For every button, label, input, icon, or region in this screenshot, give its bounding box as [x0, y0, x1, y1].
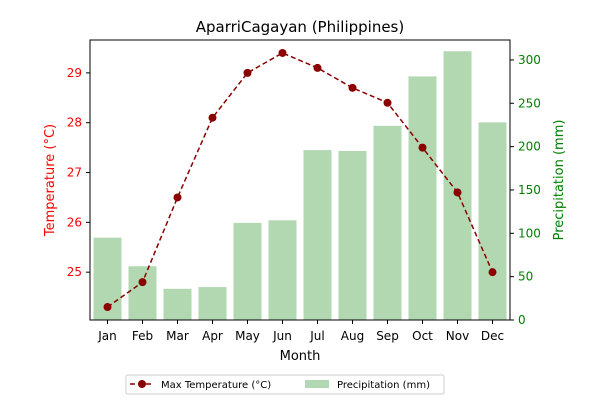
temp-point-mar	[173, 193, 182, 202]
right-tick-label: 200	[518, 140, 541, 154]
bar-oct	[408, 76, 437, 320]
left-axis-ticks: 25 26 27 28 29	[67, 66, 90, 279]
right-tick-label: 100	[518, 226, 541, 240]
left-tick-label: 25	[67, 265, 82, 279]
temperature-line	[107, 52, 494, 308]
temp-point-oct	[418, 143, 427, 152]
bar-feb	[128, 266, 157, 320]
right-tick-label: 0	[518, 313, 526, 327]
x-tick-label: Mar	[166, 329, 189, 343]
x-axis-label: Month	[280, 349, 321, 364]
x-tick-label: Sep	[376, 329, 399, 343]
bar-dec	[478, 122, 507, 320]
temp-point-may	[243, 68, 252, 77]
legend-frame	[125, 374, 445, 395]
bar-sep	[373, 125, 402, 320]
bar-jun	[268, 220, 297, 320]
legend-label-temperature: Max Temperature (°C)	[161, 380, 271, 391]
bar-aug	[338, 150, 367, 320]
x-tick-label: Oct	[412, 329, 433, 343]
bar-mar	[163, 288, 192, 320]
plot-frame	[89, 39, 511, 321]
x-tick-label: Feb	[132, 329, 153, 343]
temperature-line-group	[103, 48, 497, 312]
bar-jul	[303, 150, 332, 320]
left-tick-label: 27	[67, 166, 82, 180]
x-tick-label: Apr	[202, 329, 223, 343]
legend: Max Temperature (°C) Precipitation (mm)	[125, 374, 445, 395]
left-tick-label: 28	[67, 116, 82, 130]
right-axis-label: Precipitation (mm)	[552, 120, 567, 241]
temp-point-jul	[313, 63, 322, 72]
temp-point-aug	[348, 83, 357, 92]
x-tick-label: Nov	[446, 329, 469, 343]
temp-point-apr	[208, 113, 217, 122]
right-axis-ticks: 0 50 100 150 200 250 300	[510, 53, 541, 327]
legend-bar-swatch	[305, 380, 329, 388]
x-tick-label: May	[235, 329, 260, 343]
x-tick-label: Aug	[341, 329, 364, 343]
x-tick-label: Jan	[97, 329, 117, 343]
right-tick-label: 150	[518, 183, 541, 197]
x-tick-label: Dec	[481, 329, 504, 343]
chart-title: AparriCagayan (Philippines)	[196, 18, 404, 36]
right-tick-label: 250	[518, 96, 541, 110]
left-tick-label: 29	[67, 66, 82, 80]
temp-point-jan	[103, 303, 112, 312]
right-tick-label: 50	[518, 270, 533, 284]
bar-apr	[198, 287, 227, 320]
x-axis-ticks: Jan Feb Mar Apr May Jun Jul Aug Sep Oct Nov Dec	[97, 320, 504, 343]
x-tick-label: Jun	[272, 329, 292, 343]
legend-label-precipitation: Precipitation (mm)	[337, 380, 430, 391]
temp-point-nov	[453, 188, 462, 197]
legend-line-dot	[138, 380, 146, 388]
temp-point-feb	[138, 278, 147, 287]
left-tick-label: 26	[67, 215, 82, 229]
temp-point-jun	[278, 48, 287, 57]
temp-point-sep	[383, 98, 392, 107]
right-tick-label: 300	[518, 53, 541, 67]
bar-nov	[443, 51, 472, 321]
x-tick-label: Jul	[309, 329, 324, 343]
precipitation-bars	[93, 51, 507, 321]
temp-point-dec	[488, 268, 497, 277]
bar-may	[233, 222, 262, 320]
left-axis-label: Temperature (°C)	[43, 124, 58, 237]
